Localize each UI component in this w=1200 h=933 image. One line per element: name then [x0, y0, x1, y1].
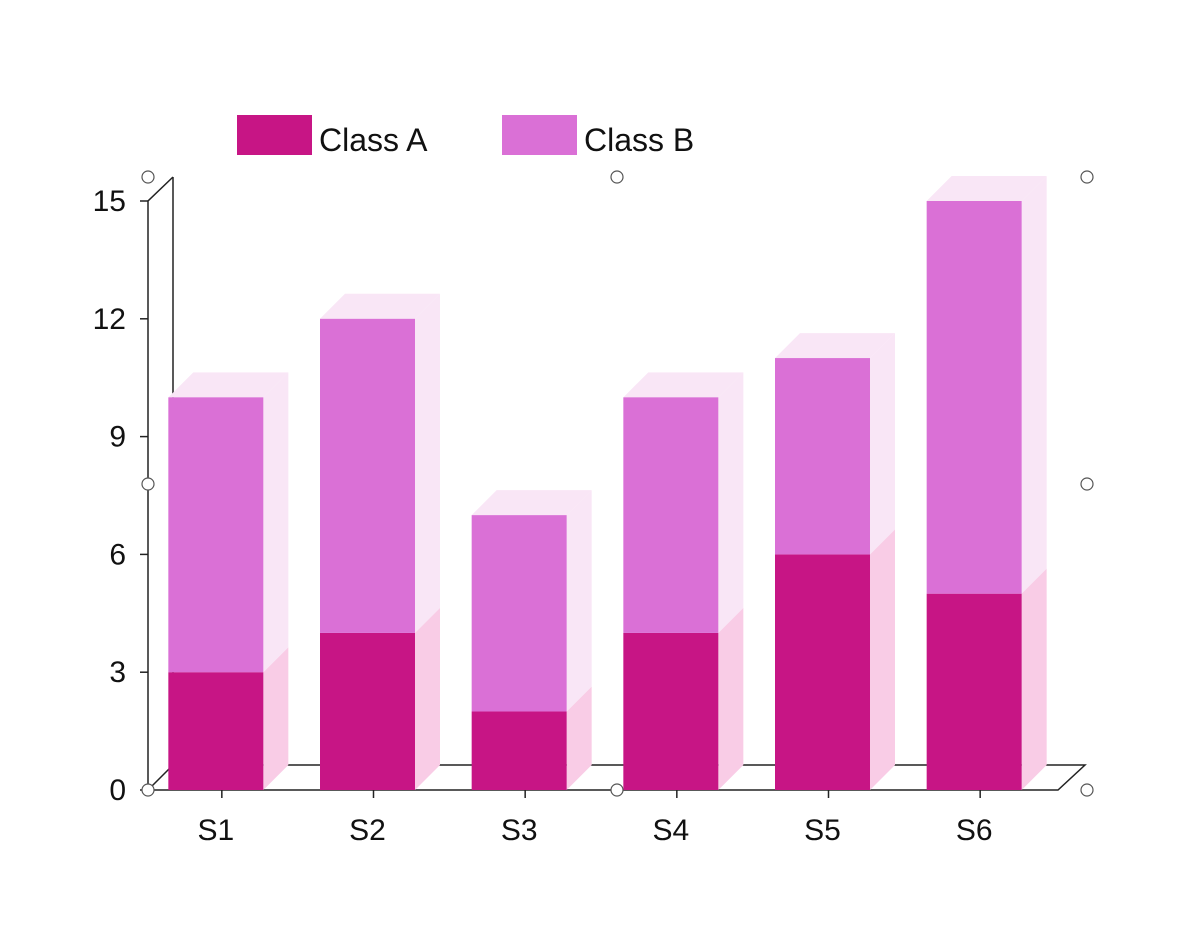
bar-top-S3 — [471, 490, 592, 516]
selection-handle[interactable] — [141, 477, 155, 491]
bar-side-S1-class-a — [263, 647, 289, 790]
bar-S3-class-b[interactable] — [471, 515, 567, 712]
bar-S2-class-b[interactable] — [320, 318, 415, 633]
bar-S6-class-a[interactable] — [926, 593, 1022, 790]
x-tick-label: S5 — [804, 814, 841, 847]
selection-handle[interactable] — [141, 783, 155, 797]
bar-side-S6-class-a — [1021, 568, 1047, 790]
x-tick-label: S6 — [956, 814, 993, 847]
bar-side-S3-class-a — [566, 686, 592, 790]
bar-S6-class-b[interactable] — [926, 201, 1022, 594]
y-tick-label: 9 — [109, 421, 126, 454]
bar-side-S4-class-b — [718, 372, 744, 633]
bar-S5-class-a[interactable] — [775, 554, 870, 790]
bar-side-S6-class-b — [1021, 176, 1047, 594]
y-tick-label: 15 — [93, 185, 126, 218]
bar-top-S6 — [926, 176, 1047, 201]
x-tick-label: S2 — [349, 814, 386, 847]
bar-side-S5-class-a — [870, 529, 895, 790]
bar-top-S1 — [168, 372, 289, 398]
bar-side-S3-class-b — [566, 490, 592, 712]
selection-handle[interactable] — [610, 783, 624, 797]
bar-side-S2-class-a — [415, 607, 440, 790]
bar-S4-class-b[interactable] — [623, 397, 719, 633]
bar-S2-class-a[interactable] — [320, 632, 415, 790]
legend-swatch — [502, 115, 577, 155]
x-tick-label: S1 — [197, 814, 234, 847]
bar-side-S4-class-a — [718, 607, 744, 790]
bar-S1-class-a[interactable] — [168, 672, 264, 790]
selection-handle[interactable] — [141, 170, 155, 184]
y-tick-label: 3 — [109, 656, 126, 689]
bar-side-S5-class-b — [870, 333, 895, 555]
legend-label: Class B — [584, 122, 694, 158]
legend-swatch — [237, 115, 312, 155]
bar-side-S1-class-b — [263, 372, 289, 673]
bar-S4-class-a[interactable] — [623, 632, 719, 790]
bar-S5-class-b[interactable] — [775, 358, 870, 555]
selection-handle[interactable] — [1080, 170, 1094, 184]
y-tick-label: 6 — [109, 538, 126, 571]
bar-top-S5 — [775, 333, 895, 359]
x-tick-label: S3 — [501, 814, 538, 847]
selection-handle[interactable] — [1080, 477, 1094, 491]
bar-top-S2 — [320, 293, 440, 319]
bar-S1-class-b[interactable] — [168, 397, 264, 673]
x-tick-label: S4 — [652, 814, 689, 847]
selection-handle[interactable] — [610, 170, 624, 184]
bar-side-S2-class-b — [415, 293, 440, 633]
selection-handle[interactable] — [1080, 783, 1094, 797]
legend-label: Class A — [319, 122, 428, 158]
bar-top-S4 — [623, 372, 744, 398]
y-tick-label: 0 — [109, 774, 126, 807]
bar-S3-class-a[interactable] — [471, 711, 567, 790]
y-tick-label: 12 — [93, 303, 126, 336]
